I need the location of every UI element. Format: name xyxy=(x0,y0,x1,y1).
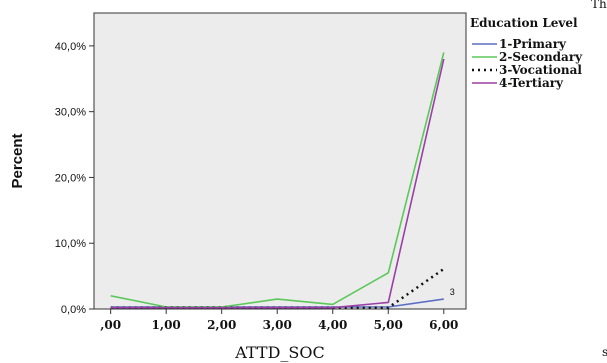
data-annotation: 3 xyxy=(450,287,455,297)
x-tick-label: 4,00 xyxy=(318,318,347,332)
x-tick-label: 2,00 xyxy=(207,318,236,332)
legend-label: 4-Tertiary xyxy=(499,76,564,90)
series-line-4-tertiary xyxy=(110,58,445,309)
legend: Education Level 1-Primary2-Secondary3-Vo… xyxy=(470,16,583,90)
x-tick-label: 3,00 xyxy=(263,318,292,332)
y-axis-title: Percent xyxy=(9,133,26,188)
y-tick-label: 20,0% xyxy=(55,172,86,184)
series-lines xyxy=(110,52,445,309)
legend-label: 1-Primary xyxy=(499,37,567,51)
y-tick-label: 0,0% xyxy=(61,304,86,316)
edge-fragment-top: Th xyxy=(591,0,607,11)
x-tick-label: 6,00 xyxy=(429,318,458,332)
y-tick-label: 30,0% xyxy=(55,107,86,119)
legend-label: 3-Vocational xyxy=(499,63,582,77)
y-tick-label: 10,0% xyxy=(55,238,86,250)
x-tick-label: 1,00 xyxy=(152,318,181,332)
legend-title: Education Level xyxy=(470,16,578,30)
annotations: 3 xyxy=(450,287,455,297)
legend-label: 2-Secondary xyxy=(499,50,583,64)
plot-area xyxy=(93,12,467,310)
x-axis-title: ATTD_SOC xyxy=(234,343,324,362)
y-axis: 0,0% 10,0% 20,0% 30,0% 40,0% xyxy=(55,41,94,316)
x-tick-label: ,00 xyxy=(100,318,121,332)
x-axis: ,00 1,00 2,00 3,00 4,00 5,00 6,00 xyxy=(100,309,458,332)
edge-fragment-bottom: s xyxy=(602,345,607,359)
y-tick-label: 40,0% xyxy=(55,41,86,53)
x-tick-label: 5,00 xyxy=(374,318,403,332)
